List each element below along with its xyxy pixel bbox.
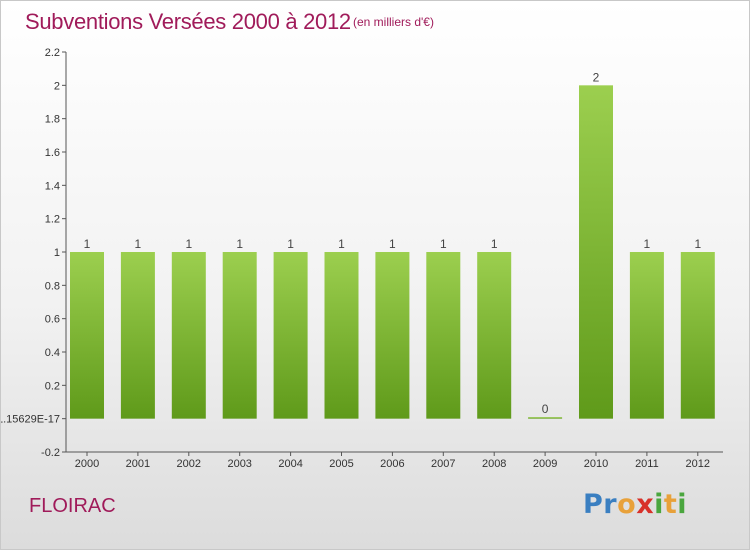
bar-2010 (579, 85, 613, 419)
data-label-2004: 1 (287, 237, 294, 251)
bar-2012 (680, 252, 715, 419)
x-tick-label: 2010 (584, 458, 608, 470)
data-labels: 1 1 1 1 1 1 1 1 1 0 2 1 1 (84, 70, 702, 416)
x-tick-label: 2001 (126, 458, 150, 470)
y-tick-label: 0.6 (45, 314, 60, 326)
bar-2000 (70, 252, 104, 419)
data-label-2007: 1 (440, 237, 447, 251)
data-label-2008: 1 (491, 237, 498, 251)
logo-letter: t (663, 489, 678, 520)
bar-2011 (629, 252, 664, 419)
logo-letter: i (654, 489, 664, 520)
bar-2008 (477, 252, 512, 419)
logo-letter: i (677, 489, 688, 520)
logo-letter: x (636, 489, 655, 520)
y-tick-label: 1.8 (45, 114, 60, 126)
bar-2007 (426, 252, 461, 419)
x-tick-label: 2005 (329, 458, 353, 470)
x-tick-label: 2012 (686, 458, 710, 470)
chart-title: Subventions Versées 2000 à 2012 (25, 9, 351, 34)
data-label-2009: 0 (542, 402, 549, 416)
commune-name: FLOIRAC (29, 495, 116, 517)
data-label-2006: 1 (389, 237, 396, 251)
logo-letter: o (617, 489, 637, 520)
y-tick-label: 0.2 (45, 380, 60, 392)
bar-2001 (120, 252, 155, 419)
bar-2005 (324, 252, 359, 419)
y-tick-label: 1.4 (45, 180, 60, 192)
data-label-2012: 1 (694, 237, 701, 251)
y-tick-label: 1.2 (45, 214, 60, 226)
data-label-2000: 1 (84, 237, 91, 251)
x-tick-label: 2009 (533, 458, 557, 470)
y-tick-label: 1 (54, 247, 60, 259)
x-axis: 2000 2001 2002 2003 2004 2005 2006 2007 2008 2009… (66, 451, 723, 470)
data-label-2001: 1 (135, 237, 142, 251)
x-tick-label: 2000 (75, 458, 99, 470)
data-label-2005: 1 (338, 237, 345, 251)
proxiti-logo[interactable]: Proxiti (583, 489, 687, 520)
y-axis: 2.2 2 1.8 1.6 1.4 1.2 1 0.8 0.6 0.4 0.2 -1.15629E-1… (1, 47, 67, 459)
x-tick-label: 2003 (227, 458, 251, 470)
data-label-2003: 1 (236, 237, 243, 251)
y-tick-label: 2.2 (45, 47, 60, 59)
chart-subtitle: (en milliers d'€) (353, 15, 434, 29)
x-tick-label: 2004 (278, 458, 302, 470)
y-tick-label: 1.6 (45, 147, 60, 159)
logo-letter: r (603, 489, 618, 520)
y-tick-label: -1.15629E-17 (1, 414, 60, 426)
y-tick-label: 0.4 (45, 347, 60, 359)
bar-2009 (528, 417, 563, 419)
y-tick-label: 2 (54, 80, 60, 92)
y-tick-label: -0.2 (41, 447, 60, 459)
data-label-2010: 2 (593, 70, 600, 84)
data-label-2002: 1 (185, 237, 192, 251)
bar-2006 (375, 252, 410, 419)
bars (70, 85, 715, 419)
y-tick-label: 0.8 (45, 280, 60, 292)
x-tick-label: 2006 (380, 458, 404, 470)
x-tick-label: 2008 (482, 458, 506, 470)
bar-2003 (222, 252, 257, 419)
x-tick-label: 2011 (635, 458, 659, 470)
x-tick-label: 2002 (177, 458, 201, 470)
bar-2002 (171, 252, 206, 419)
x-tick-label: 2007 (431, 458, 455, 470)
bar-2004 (273, 252, 308, 419)
data-label-2011: 1 (644, 237, 651, 251)
logo-letter: P (583, 489, 604, 520)
